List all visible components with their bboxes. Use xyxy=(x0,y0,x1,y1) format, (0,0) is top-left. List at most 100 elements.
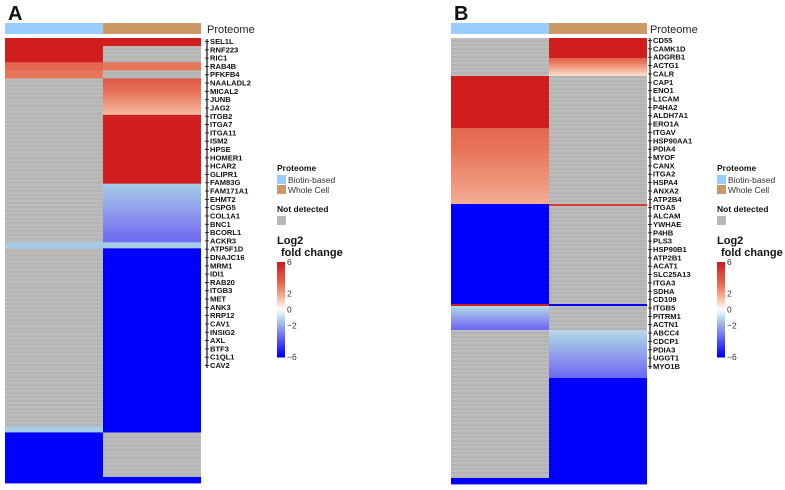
heatmap-cell xyxy=(5,187,103,191)
heatmap-cell xyxy=(5,430,103,433)
heatmap-cell xyxy=(5,280,103,284)
heatmap-cell xyxy=(5,159,103,162)
heatmap-cell xyxy=(5,391,103,395)
heatmap-cell xyxy=(5,294,103,298)
heatmap-cell xyxy=(451,372,549,375)
heatmap-cell xyxy=(103,394,201,397)
gene-label: CAV2 xyxy=(210,361,230,370)
gene-label: IDI1 xyxy=(210,270,225,279)
heatmap-cell xyxy=(5,224,103,227)
colorbar-segment xyxy=(277,351,285,354)
heatmap-cell xyxy=(103,66,201,69)
legend-swatch xyxy=(277,175,286,184)
heatmap-cell xyxy=(451,140,549,143)
heatmap-cell xyxy=(451,314,549,317)
heatmap-cell xyxy=(549,80,647,83)
legend-swatch xyxy=(277,185,286,194)
heatmap-cell xyxy=(549,98,647,101)
heatmap-cell xyxy=(5,404,103,407)
heatmap-cell xyxy=(103,46,201,49)
heatmap-cell xyxy=(549,470,647,473)
heatmap-cell xyxy=(549,394,647,397)
colorbar-segment xyxy=(277,291,285,295)
colorbar-tick-label: 0 xyxy=(287,305,292,315)
heatmap-cell xyxy=(103,216,201,219)
heatmap-cell xyxy=(5,129,103,132)
heatmap-cell xyxy=(549,276,647,279)
heatmap-cell xyxy=(5,218,103,221)
heatmap-cell xyxy=(5,470,103,474)
colorbar-segment xyxy=(277,263,285,267)
heatmap-cell xyxy=(451,86,549,89)
heatmap-cell xyxy=(103,60,201,63)
heatmap-cell xyxy=(451,192,549,195)
colorbar-segment xyxy=(277,347,285,350)
heatmap-cell xyxy=(451,300,549,303)
heatmap-cell xyxy=(549,472,647,475)
heatmap-cell xyxy=(103,193,201,197)
colorbar-segment xyxy=(277,283,285,287)
colorbar-segment xyxy=(277,269,285,273)
heatmap-cell xyxy=(549,102,647,105)
heatmap-cell xyxy=(103,452,201,456)
heatmap-cell xyxy=(549,386,647,389)
colorbar-segment xyxy=(717,271,725,275)
heatmap-cell xyxy=(5,230,103,233)
gene-label: INSIG2 xyxy=(210,328,235,337)
heatmap-cell xyxy=(451,150,549,153)
heatmap-cell xyxy=(103,218,201,221)
heatmap-cell xyxy=(5,385,103,389)
heatmap-cell xyxy=(451,284,549,287)
heatmap-cell xyxy=(5,268,103,272)
heatmap-cell xyxy=(103,418,201,421)
heatmap-cell xyxy=(103,377,201,381)
heatmap-cell xyxy=(5,238,103,241)
heatmap-cell xyxy=(549,138,647,141)
colorbar-segment xyxy=(277,329,285,332)
heatmap-cell xyxy=(451,110,549,113)
heatmap-cell xyxy=(549,412,647,415)
heatmap-cell xyxy=(451,134,549,137)
heatmap-cell xyxy=(103,302,201,306)
heatmap-cell xyxy=(5,286,103,290)
heatmap-cell xyxy=(451,410,549,413)
heatmap-cell xyxy=(451,320,549,323)
heatmap-cell xyxy=(5,183,103,187)
heatmap-cell xyxy=(5,400,103,403)
gene-label: ATP5F1D xyxy=(210,245,244,254)
gene-label: ALCAM xyxy=(653,212,680,221)
heatmap-cell xyxy=(451,290,549,293)
heatmap-cell xyxy=(5,327,103,330)
heatmap-cell xyxy=(549,62,647,65)
colorbar-segment xyxy=(277,339,285,342)
gene-label: ACTN1 xyxy=(653,320,679,329)
heatmap-cell xyxy=(549,218,647,221)
heatmap-cell xyxy=(451,236,549,239)
heatmap-cell xyxy=(103,446,201,450)
heatmap-cell xyxy=(451,268,549,271)
heatmap-cell xyxy=(5,106,103,110)
heatmap-cell xyxy=(451,334,549,337)
heatmap-cell xyxy=(103,58,201,61)
colorbar-segment xyxy=(277,325,285,328)
heatmap-cell xyxy=(451,278,549,281)
gene-label: HSP90AA1 xyxy=(653,136,693,145)
heatmap-cell xyxy=(549,132,647,135)
legend-scale-title-2: fold change xyxy=(281,247,343,259)
heatmap-cell xyxy=(5,213,103,217)
colorbar-segment xyxy=(277,265,285,269)
heatmap-cell xyxy=(451,302,549,305)
heatmap-cell xyxy=(5,341,103,344)
heatmap-cell xyxy=(103,48,201,51)
heatmap-cell xyxy=(103,163,201,166)
heatmap-cell xyxy=(103,426,201,429)
heatmap-cell xyxy=(5,298,103,302)
heatmap-cell xyxy=(103,159,201,162)
heatmap-cell xyxy=(5,452,103,456)
gene-label: ITGB5 xyxy=(653,303,676,312)
gene-label: COL1A1 xyxy=(210,211,241,220)
heatmap-cell xyxy=(451,88,549,91)
heatmap-cell xyxy=(451,74,549,77)
